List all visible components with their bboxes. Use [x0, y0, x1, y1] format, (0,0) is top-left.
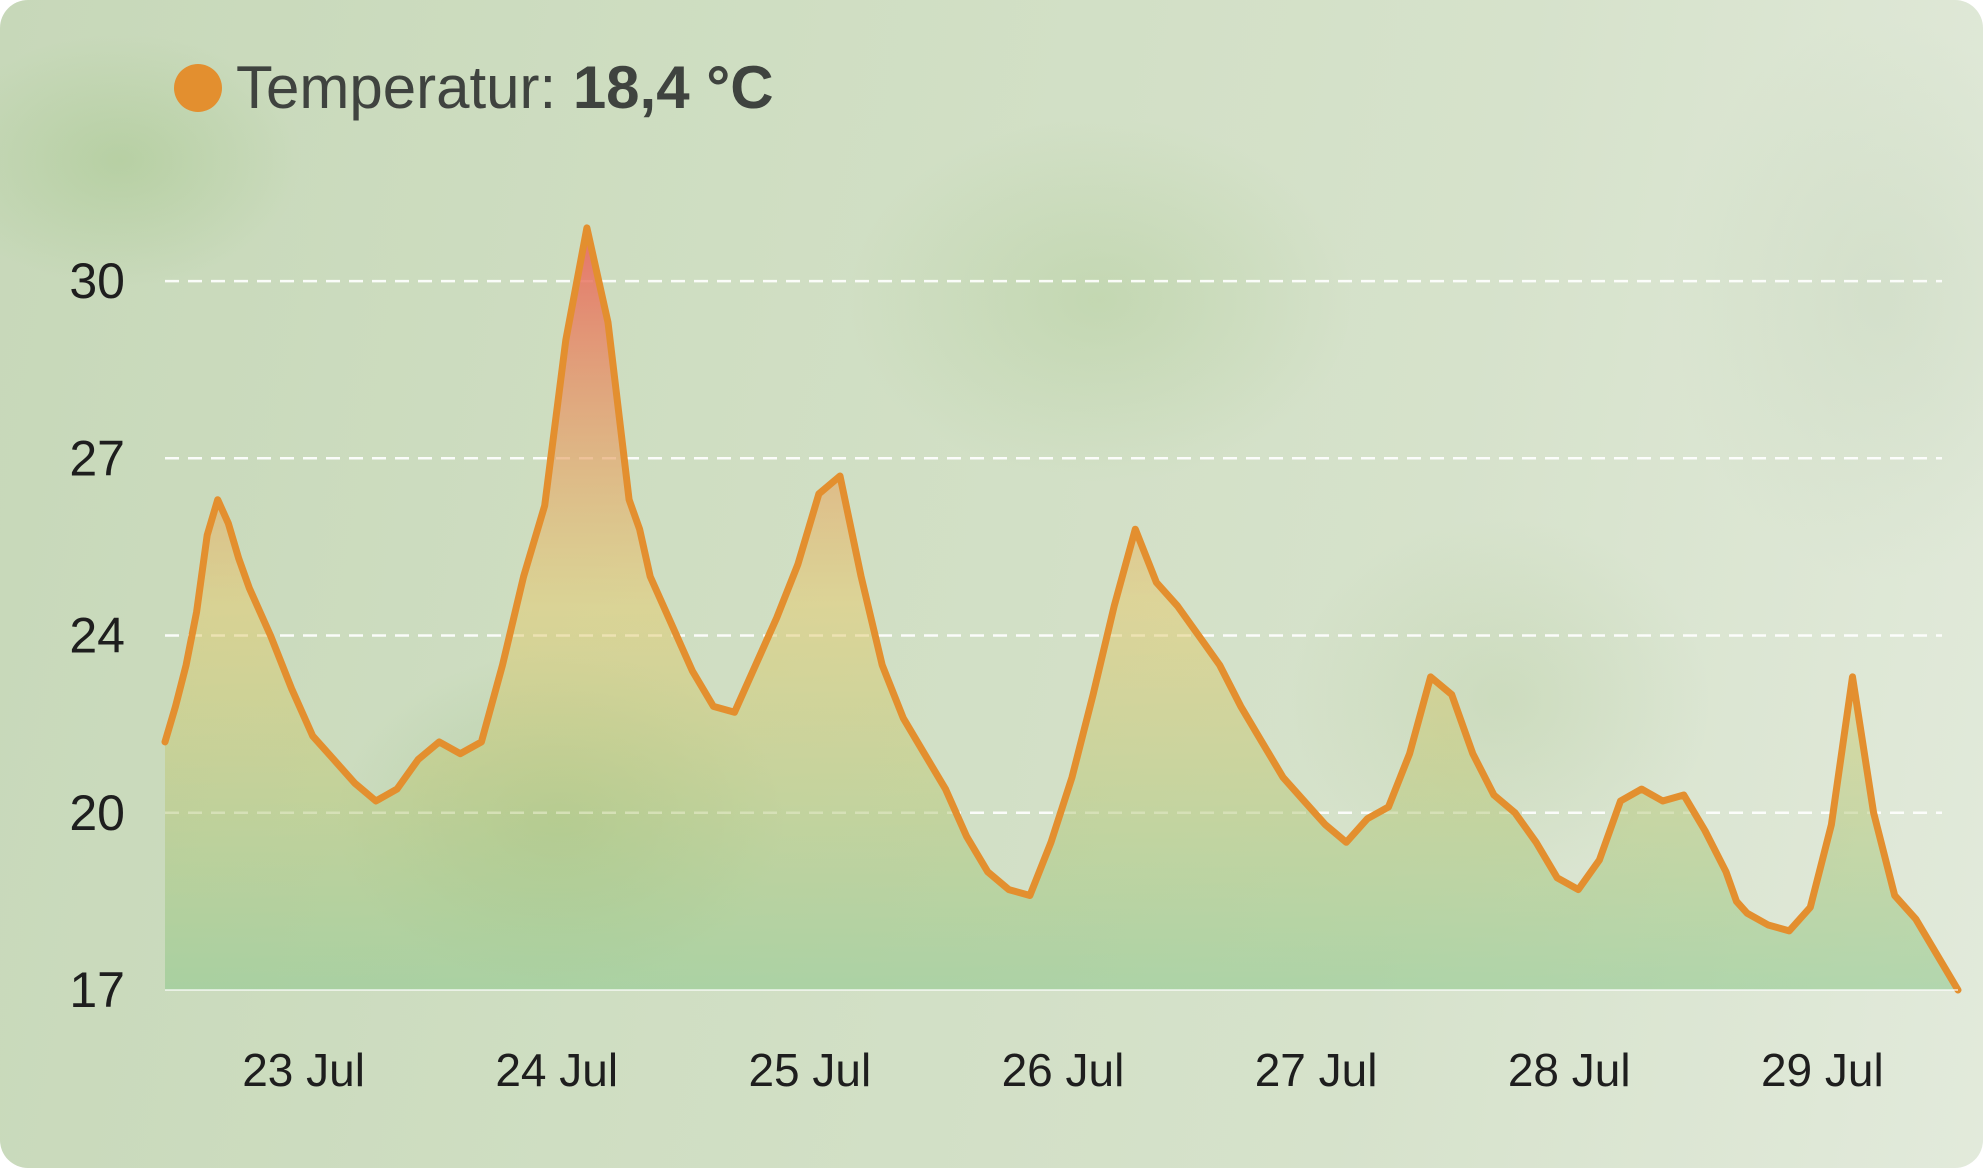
- x-tick-label: 24 Jul: [495, 1044, 618, 1096]
- x-tick-label: 29 Jul: [1761, 1044, 1884, 1096]
- legend-label: Temperatur:: [236, 54, 557, 121]
- x-tick-label: 28 Jul: [1508, 1044, 1631, 1096]
- legend: Temperatur: 18,4 °C: [174, 52, 774, 124]
- x-tick-label: 23 Jul: [242, 1044, 365, 1096]
- x-tick-label: 27 Jul: [1255, 1044, 1378, 1096]
- y-tick-label: 24: [69, 608, 125, 664]
- x-axis: 23 Jul 24 Jul 25 Jul 26 Jul 27 Jul 28 Jul 29 J…: [242, 1044, 1884, 1096]
- legend-current-value: 18,4 °C: [572, 54, 774, 121]
- y-axis: 17 20 24 27 30: [69, 253, 125, 1018]
- gridlines: [165, 279, 1942, 815]
- y-tick-label: 20: [69, 785, 125, 841]
- temperature-area: [165, 227, 1958, 990]
- x-tick-label: 26 Jul: [1002, 1044, 1125, 1096]
- y-tick-label: 30: [69, 253, 125, 309]
- temperature-line: [161, 224, 1962, 994]
- y-tick-label: 17: [69, 962, 125, 1018]
- legend-marker: [174, 64, 222, 112]
- y-tick-label: 27: [69, 430, 125, 486]
- legend-text: Temperatur: 18,4 °C: [236, 52, 774, 124]
- x-tick-label: 25 Jul: [748, 1044, 871, 1096]
